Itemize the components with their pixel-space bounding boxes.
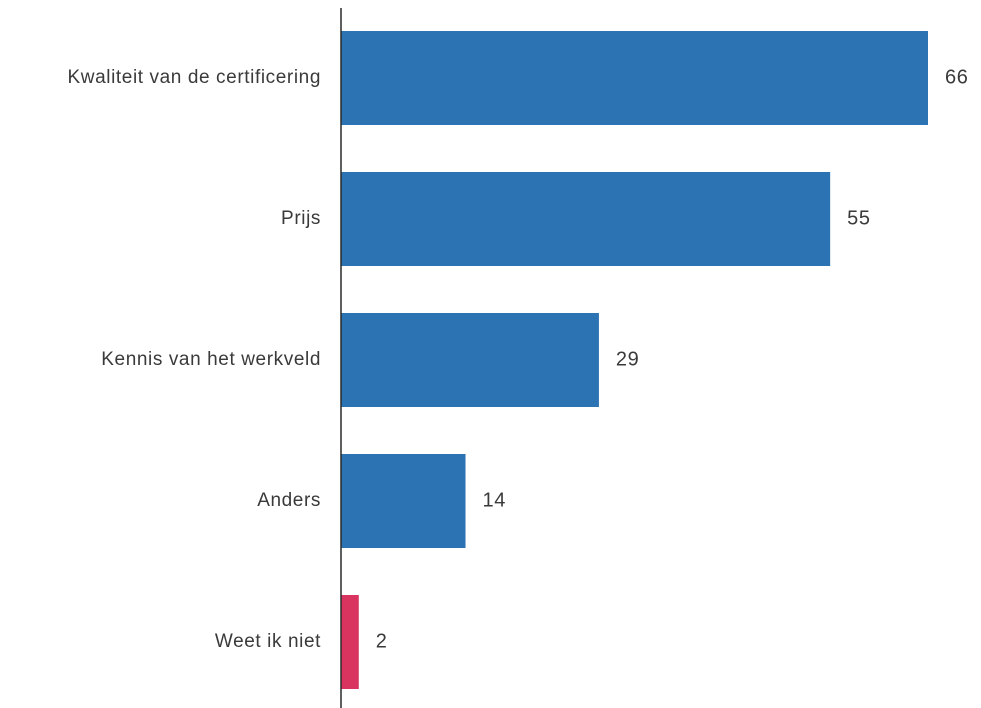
value-label: 66 <box>945 66 968 88</box>
category-label: Anders <box>257 490 321 511</box>
value-label: 2 <box>376 630 388 652</box>
category-label: Prijs <box>281 208 321 229</box>
bar-4 <box>341 454 466 548</box>
value-label: 29 <box>616 348 639 370</box>
bar-3 <box>341 313 599 407</box>
category-label: Kwaliteit van de certificering <box>68 67 322 88</box>
bars-group <box>341 31 928 689</box>
category-label: Kennis van het werkveld <box>101 349 321 370</box>
value-label: 55 <box>847 207 870 229</box>
labels-group: Kwaliteit van de certificering 66 Prijs 55 K… <box>68 66 968 652</box>
value-label: 14 <box>483 489 506 511</box>
category-label: Weet ik niet <box>215 631 321 652</box>
bar-2 <box>341 172 831 266</box>
bar-1 <box>341 31 928 125</box>
bar-5 <box>341 595 359 689</box>
